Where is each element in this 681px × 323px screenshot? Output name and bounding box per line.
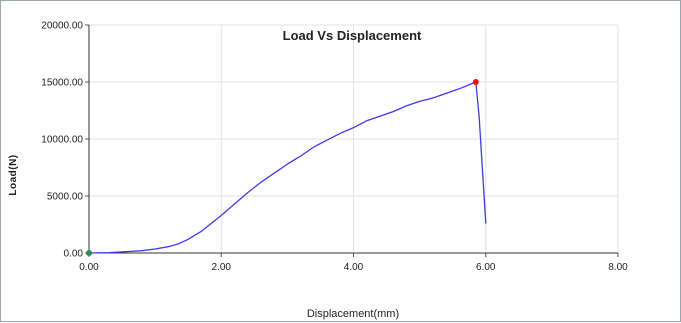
x-tick-label: 6.00 <box>476 262 496 273</box>
x-tick-label: 2.00 <box>212 262 232 273</box>
data-marker <box>472 79 479 85</box>
y-tick-label: 0.00 <box>64 249 84 260</box>
x-tick-label: 0.00 <box>79 262 99 273</box>
data-marker <box>86 250 92 256</box>
y-tick-label: 10000.00 <box>41 135 83 146</box>
x-tick-label: 4.00 <box>344 262 364 273</box>
x-tick-label: 8.00 <box>608 262 628 273</box>
grid-lines <box>89 24 619 253</box>
axes <box>85 24 619 257</box>
y-tick-label: 15000.00 <box>41 78 83 89</box>
chart-title: Load Vs Displacement <box>283 28 422 43</box>
series-line <box>88 81 487 254</box>
y-tick-labels: 0.00 5000.00 10000.00 15000.00 20000.00 <box>41 21 83 260</box>
markers-group <box>86 79 479 256</box>
x-axis-label: Displacement(mm) <box>307 308 399 320</box>
y-tick-label: 20000.00 <box>41 21 83 32</box>
y-tick-label: 5000.00 <box>47 192 84 203</box>
x-tick-labels: 0.00 2.00 4.00 6.00 8.00 <box>79 262 628 273</box>
y-axis-label: Load(N) <box>8 154 19 195</box>
series-group <box>88 81 487 254</box>
